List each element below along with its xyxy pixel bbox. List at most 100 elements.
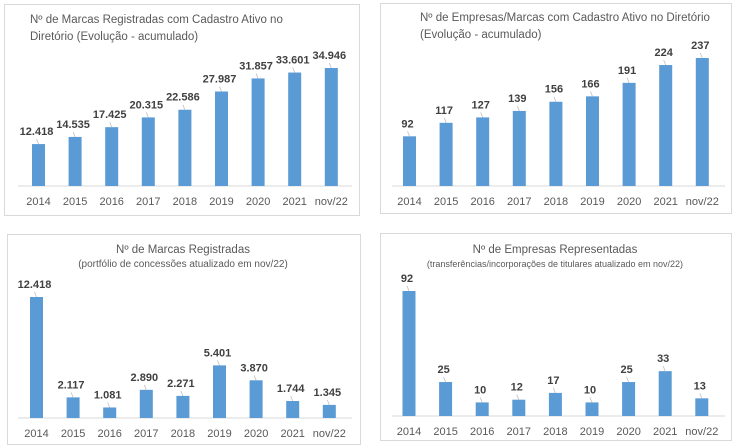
bar — [325, 68, 338, 186]
leader-line — [108, 402, 110, 407]
bar — [513, 111, 526, 186]
x-tick-label: 2020 — [617, 196, 641, 208]
x-tick-label: nov/22 — [315, 196, 348, 208]
data-label: 1.345 — [314, 387, 342, 399]
bar — [440, 123, 453, 186]
data-label: 12.418 — [18, 279, 52, 291]
x-tick-label: nov/22 — [313, 428, 346, 440]
bar — [659, 371, 672, 416]
leader-line — [37, 139, 39, 144]
leader-line — [553, 388, 555, 393]
x-tick-label: 2014 — [397, 196, 421, 208]
x-tick-label: 2015 — [433, 426, 457, 438]
bar — [586, 96, 599, 186]
leader-line — [254, 375, 256, 380]
data-label: 17 — [547, 375, 559, 387]
bar — [103, 407, 116, 418]
bar — [67, 397, 80, 418]
data-label: 2.890 — [131, 372, 159, 384]
bar — [659, 65, 672, 186]
data-label: 1.744 — [277, 383, 305, 395]
bar — [252, 78, 265, 186]
x-tick-label: 2021 — [280, 428, 304, 440]
data-label: 10 — [584, 384, 596, 396]
data-label: 2.117 — [58, 379, 85, 391]
data-label: 12 — [511, 382, 523, 394]
data-label: 92 — [401, 118, 413, 130]
x-tick-label: 2019 — [207, 428, 231, 440]
leader-line — [408, 131, 410, 136]
data-label: 117 — [435, 105, 453, 117]
data-label: 156 — [545, 84, 563, 96]
x-tick-label: 2017 — [507, 426, 531, 438]
leader-line — [444, 118, 446, 123]
bar — [512, 400, 525, 416]
data-label: 27.987 — [203, 73, 237, 85]
x-tick-label: 2016 — [97, 428, 121, 440]
data-label: 13 — [694, 380, 706, 392]
data-label: 31.857 — [239, 60, 273, 72]
bar — [696, 58, 709, 186]
leader-line — [329, 63, 331, 68]
leader-line — [664, 60, 666, 65]
x-tick-label: 2018 — [171, 428, 195, 440]
x-tick-label: 2021 — [653, 196, 677, 208]
bar — [586, 402, 599, 416]
x-tick-label: 2016 — [470, 426, 494, 438]
data-label: 25 — [437, 364, 449, 376]
bar — [403, 136, 416, 186]
x-tick-label: 2018 — [173, 196, 197, 208]
leader-line — [35, 292, 37, 297]
x-tick-label: 2017 — [134, 428, 158, 440]
leader-line — [293, 68, 295, 73]
bar — [288, 73, 301, 186]
bar — [69, 137, 82, 186]
leader-line — [591, 91, 593, 96]
data-label: 237 — [691, 40, 709, 52]
bar — [622, 382, 635, 416]
data-label: 166 — [581, 78, 599, 90]
bar — [213, 365, 226, 418]
x-tick-label: 2019 — [580, 426, 604, 438]
leader-line — [218, 360, 220, 365]
bar — [549, 102, 562, 186]
data-label: 139 — [508, 93, 526, 105]
bar — [32, 144, 45, 186]
x-tick-label: 2014 — [24, 428, 48, 440]
leader-line — [480, 397, 482, 402]
data-label: 20.315 — [129, 99, 163, 111]
bar — [30, 297, 43, 418]
leader-line — [663, 366, 665, 371]
x-tick-label: 2015 — [434, 196, 458, 208]
leader-line — [220, 86, 222, 91]
data-label: 2.271 — [167, 378, 195, 390]
x-tick-label: 2021 — [282, 196, 306, 208]
data-label: 1.081 — [94, 389, 122, 401]
x-tick-label: 2021 — [653, 426, 677, 438]
data-label: 191 — [618, 65, 636, 77]
leader-line — [481, 112, 483, 117]
leader-line — [700, 53, 702, 58]
x-tick-label: 2018 — [543, 426, 567, 438]
leader-line — [327, 400, 329, 405]
bar — [105, 127, 118, 186]
leader-line — [407, 286, 409, 291]
data-label: 5.401 — [204, 347, 232, 359]
leader-line — [73, 132, 75, 137]
leader-line — [627, 377, 629, 382]
x-tick-label: 2016 — [99, 196, 123, 208]
data-label: 10 — [474, 384, 486, 396]
x-tick-label: 2014 — [26, 196, 50, 208]
data-label: 33.601 — [276, 55, 310, 67]
x-tick-label: 2020 — [616, 426, 640, 438]
bar — [250, 380, 263, 418]
x-tick-label: 2016 — [470, 196, 494, 208]
data-label: 92 — [401, 273, 413, 285]
x-tick-label: 2020 — [244, 428, 268, 440]
x-tick-label: nov/22 — [685, 426, 718, 438]
bar — [439, 382, 452, 416]
x-tick-label: 2019 — [209, 196, 233, 208]
leader-line — [627, 78, 629, 83]
leader-line — [144, 385, 146, 390]
bar — [476, 402, 489, 416]
